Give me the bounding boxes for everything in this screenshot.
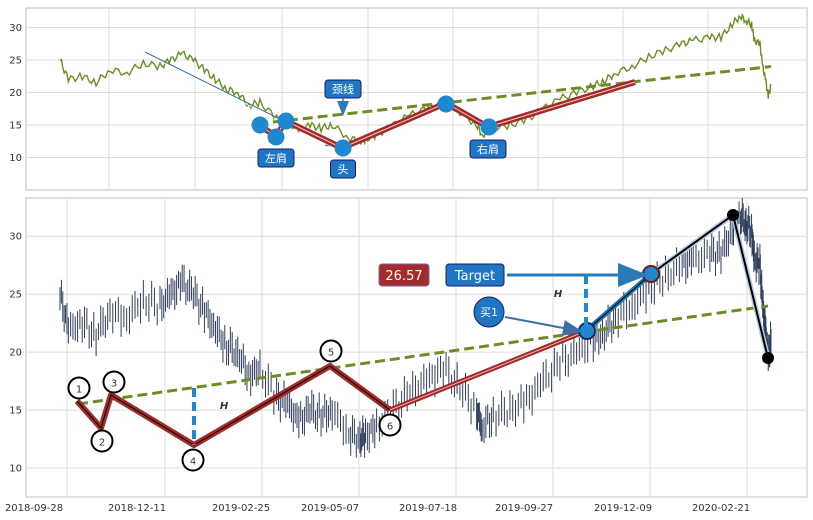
bottom-y-tick-label: 10 — [9, 464, 22, 475]
bottom-y-tick-label: 15 — [9, 406, 22, 417]
x-tick-label: 2019-07-18 — [399, 503, 457, 514]
zigzag-marker-circle — [102, 370, 126, 394]
head-label: 头 — [338, 163, 349, 176]
target-value: 26.57 — [385, 269, 422, 284]
zigzag-marker-4: 4 — [190, 457, 196, 468]
top-y-tick-label: 30 — [9, 23, 22, 34]
bottom-frame — [25, 197, 808, 498]
neckline — [257, 65, 772, 126]
x-tick-label: 2019-09-27 — [495, 503, 553, 514]
buy-arrow — [504, 316, 583, 336]
zigzag-marker-5: 5 — [328, 348, 334, 359]
target-label-box — [445, 263, 505, 287]
pattern-point — [480, 118, 498, 136]
x-axis-ticks: 2018-09-28 2018-12-11 2019-02-25 2019-05-07… — [5, 503, 750, 514]
bottom-panel: 10 15 20 25 30 H H 26.57 Target 买1 1 2 3 4 5 6 — [9, 197, 808, 498]
x-tick-label: 2019-05-07 — [301, 503, 359, 514]
x-tick-label: 2019-12-09 — [594, 503, 652, 514]
top-plot-area — [59, 12, 772, 157]
neckline-label: 颈线 — [332, 82, 354, 96]
top-x-gridlines — [108, 8, 709, 190]
target-value-box — [378, 263, 430, 287]
left-shoulder-label-box — [257, 148, 295, 168]
top-y-tick-label: 15 — [9, 121, 22, 132]
pattern-point — [251, 116, 269, 134]
top-y-tick-label: 20 — [9, 88, 22, 99]
zigzag-path-core — [76, 365, 391, 446]
bottom-y-tick-label: 25 — [9, 290, 22, 301]
height-label-2: H — [554, 289, 563, 300]
bottom-neckline — [77, 304, 769, 406]
buy-label: 买1 — [480, 306, 498, 319]
zigzag-marker-1: 1 — [76, 385, 82, 396]
height-label-1: H — [220, 401, 229, 412]
top-y-tick-label: 10 — [9, 153, 22, 164]
top-y-tick-label: 25 — [9, 56, 22, 67]
pattern-point — [334, 139, 352, 157]
left-shoulder-label: 左肩 — [265, 151, 287, 165]
pattern-point — [267, 128, 285, 146]
zigzag-marker-2: 2 — [99, 438, 105, 449]
top-frame — [25, 7, 808, 191]
head-label-box — [330, 159, 356, 179]
zigzag-marker-6: 6 — [387, 422, 393, 433]
bottom-x-gridlines — [66, 198, 748, 497]
breakout-path-core — [389, 330, 587, 411]
right-shoulder-label: 右肩 — [477, 142, 499, 156]
right-shoulder-label-box — [469, 139, 507, 159]
pattern-point — [437, 95, 455, 113]
buy-label-circle — [473, 296, 505, 328]
zigzag-marker-circle — [181, 448, 205, 472]
zigzag-marker-circle — [378, 413, 402, 437]
x-tick-label: 2019-02-25 — [212, 503, 270, 514]
zigzag-marker-circle — [90, 429, 114, 453]
bottom-y-tick-label: 30 — [9, 232, 22, 243]
zigzag-marker-circle — [67, 376, 91, 400]
bottom-y-tick-label: 20 — [9, 348, 22, 359]
zigzag-marker-circle — [319, 339, 343, 363]
x-tick-label: 2018-09-28 — [5, 503, 63, 514]
x-tick-label: 2018-12-11 — [108, 503, 166, 514]
peak-point — [727, 209, 739, 221]
zigzag-marker-3: 3 — [111, 379, 117, 390]
x-tick-label: 2020-02-21 — [692, 503, 750, 514]
target-label: Target — [454, 269, 495, 284]
pattern-point — [277, 112, 295, 130]
target-point — [642, 265, 660, 283]
end-point — [762, 352, 774, 364]
